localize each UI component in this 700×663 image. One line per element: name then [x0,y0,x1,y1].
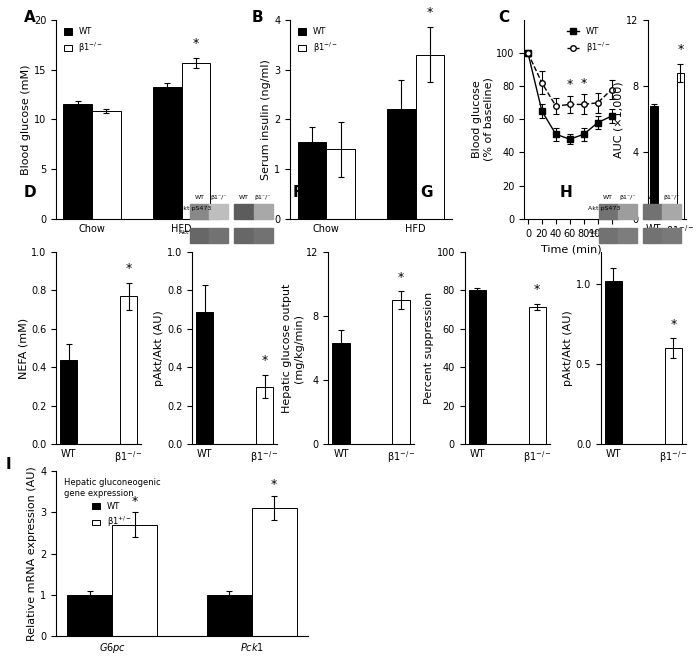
Bar [387,109,416,219]
Bar [234,228,253,243]
Text: *: * [678,43,684,56]
Bar [605,280,622,444]
Bar [598,228,617,243]
Bar [326,149,355,219]
Text: *: * [580,76,587,90]
Bar [209,228,228,243]
Legend: WT, β1$^{-/-}$: WT, β1$^{-/-}$ [564,24,615,58]
Bar [643,228,662,243]
Text: WT: WT [195,196,204,200]
Bar [196,312,214,444]
Text: Akt: Akt [588,230,598,235]
Text: H: H [560,184,573,200]
Bar [209,204,228,219]
Y-axis label: Blood glucose
(% of baseline): Blood glucose (% of baseline) [472,78,493,161]
Bar [256,387,274,444]
Bar [617,228,637,243]
Bar [617,204,637,219]
Text: β1⁻/⁻: β1⁻/⁻ [255,196,272,200]
Text: Akt pS473: Akt pS473 [179,206,211,211]
Text: *: * [262,354,268,367]
Bar [416,54,444,219]
Text: *: * [193,36,199,50]
Text: *: * [534,283,540,296]
Bar [468,290,486,444]
Text: WT: WT [648,196,658,200]
Bar [120,296,137,444]
Legend: WT, β1$^{+/-}$: WT, β1$^{+/-}$ [60,475,164,532]
Bar [234,204,253,219]
Bar [92,111,120,219]
Text: *: * [132,495,138,508]
Bar [190,228,209,243]
Bar [67,595,112,636]
Bar [643,204,662,219]
Text: F: F [293,184,303,200]
Text: *: * [671,318,677,331]
Text: *: * [271,479,277,491]
Text: G: G [421,184,433,200]
Y-axis label: Hepatic glucose output
(mg/kg/min): Hepatic glucose output (mg/kg/min) [282,283,304,413]
Text: β1⁻/⁻: β1⁻/⁻ [664,196,680,200]
Bar [60,359,77,444]
Bar [112,524,157,636]
Text: D: D [24,184,36,200]
Bar [63,104,92,219]
Bar [665,348,682,444]
Bar [332,343,349,444]
Bar [528,307,546,444]
Bar [298,142,326,219]
Text: *: * [125,262,132,275]
X-axis label: Time (min): Time (min) [541,244,602,254]
Y-axis label: NEFA (mM): NEFA (mM) [18,318,28,379]
Y-axis label: AUC (×1,000): AUC (×1,000) [613,81,624,158]
Bar [253,204,273,219]
Text: WT: WT [603,196,613,200]
Text: A: A [24,10,36,25]
Bar [153,86,181,219]
Bar [650,106,658,219]
Text: I: I [6,457,11,473]
Text: *: * [567,78,573,91]
Bar [253,228,273,243]
Text: E: E [157,184,167,200]
Y-axis label: pAkt/Akt (AU): pAkt/Akt (AU) [563,310,573,386]
Y-axis label: Percent suppression: Percent suppression [424,292,434,404]
Text: Akt: Akt [179,230,190,235]
Legend: WT, β1$^{-/-}$: WT, β1$^{-/-}$ [295,24,341,58]
Bar [252,508,297,636]
Text: *: * [427,7,433,19]
Bar [181,63,210,219]
Bar [207,595,252,636]
Y-axis label: Serum insulin (ng/ml): Serum insulin (ng/ml) [262,59,272,180]
Text: B: B [251,10,263,25]
Text: C: C [498,10,509,25]
Y-axis label: Relative mRNA expression (AU): Relative mRNA expression (AU) [27,466,37,641]
Y-axis label: pAkt/Akt (AU): pAkt/Akt (AU) [154,310,164,386]
Text: WT: WT [239,196,249,200]
Bar [662,228,681,243]
Text: β1⁻/⁻: β1⁻/⁻ [210,196,227,200]
Y-axis label: Blood glucose (mM): Blood glucose (mM) [21,64,31,174]
Text: *: * [398,271,404,284]
Legend: WT, β1$^{-/-}$: WT, β1$^{-/-}$ [60,24,107,58]
Bar [662,204,681,219]
Bar [677,73,685,219]
Bar [598,204,617,219]
Text: Akt pS473: Akt pS473 [588,206,620,211]
Bar [393,300,410,444]
Bar [190,204,209,219]
Text: β1⁻/⁻: β1⁻/⁻ [619,196,636,200]
